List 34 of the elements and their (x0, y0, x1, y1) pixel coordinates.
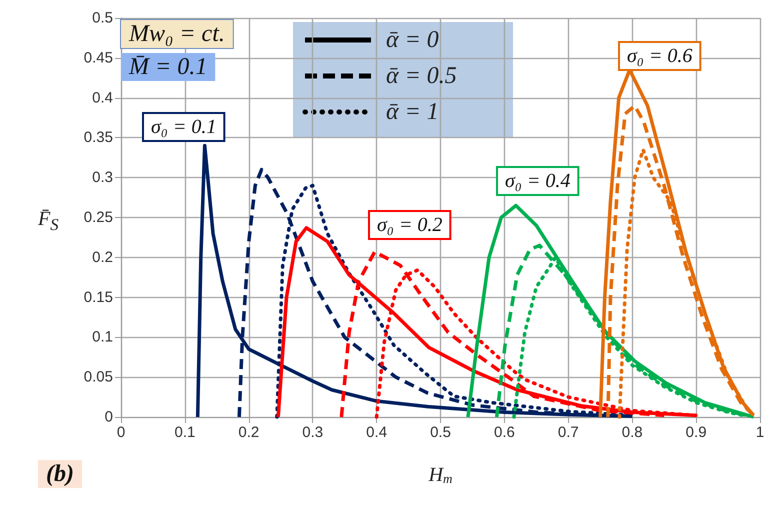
annotation: ᾱ = 1 (386, 99, 439, 125)
x-tick-label: 0.1 (174, 424, 196, 441)
text: (b) (46, 461, 74, 487)
x-tick-label: 1 (756, 424, 764, 441)
y-tick-label: 0.45 (84, 49, 113, 66)
x-tick-label: 0.6 (494, 424, 515, 441)
x-axis-title: Hm (428, 464, 452, 486)
y-tick-label: 0.1 (92, 328, 113, 346)
x-tick-label: 0.8 (622, 424, 643, 441)
annotation: Mw₀ = ct. (128, 21, 225, 47)
y-tick-label: 0.35 (84, 129, 113, 146)
y-tick-label: 0.05 (84, 368, 113, 386)
annotation: σ₀ = 0.6 (627, 45, 692, 67)
x-tick-label: 0 (116, 424, 126, 441)
x-tick-label: 0.3 (302, 424, 324, 441)
annotation: ᾱ = 0.5 (386, 63, 457, 89)
annotation: σ₀ = 0.2 (377, 214, 442, 236)
y-tick-label: 0.2 (92, 248, 113, 266)
x-tick-label: 0.9 (686, 424, 707, 441)
y-tick-label: 0.4 (92, 89, 113, 106)
y-tick-label: 0.3 (92, 169, 113, 186)
annotation: M̄ = 0.1 (128, 54, 208, 80)
y-tick-label: 0.15 (84, 288, 113, 306)
annotation: σ₀ = 0.4 (505, 170, 570, 192)
y-tick-label: 0.5 (92, 10, 113, 26)
x-tick-label: 0.5 (430, 424, 451, 441)
annotation: σ₀ = 0.1 (151, 116, 216, 138)
x-tick-label: 0.2 (238, 424, 260, 441)
y-tick-label: 0 (104, 408, 113, 426)
y-axis-title: F̄$_{S}$ (38, 208, 59, 235)
annotation: ᾱ = 0 (386, 27, 439, 53)
y-tick-label: 0.25 (84, 209, 113, 226)
x-tick-label: 0.7 (558, 424, 579, 441)
x-tick-label: 0.4 (366, 424, 388, 441)
